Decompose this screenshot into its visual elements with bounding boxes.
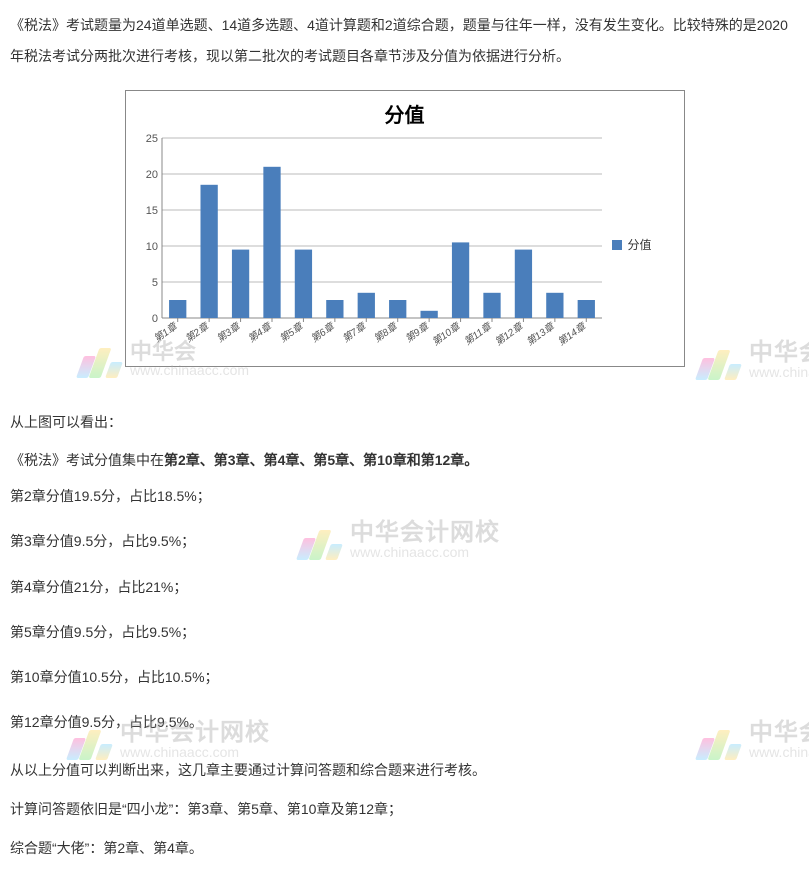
analysis-item-list: 第2章分值19.5分，占比18.5%； 第3章分值9.5分，占比9.5%； 第4章分… [10,484,799,735]
chart-bar [357,292,374,317]
analysis-item: 第12章分值9.5分，占比9.5%。 [10,710,799,735]
chart-x-label: 第2章 [183,320,212,345]
chart-bar [577,300,594,318]
chart-x-label: 第3章 [214,320,243,345]
svg-text:0: 0 [151,313,157,325]
chart-x-label: 第11章 [461,320,494,348]
chart-x-label: 第13章 [524,320,557,348]
chart-title: 分值 [126,91,684,132]
chart-bar [231,249,248,317]
chart-bar [200,184,217,317]
chart-x-label: 第8章 [371,320,400,345]
chart-x-label: 第10章 [429,320,462,348]
chart-bar [514,249,531,317]
chart-bar [169,300,186,318]
chart-x-label: 第7章 [340,320,369,345]
chart-bar [483,292,500,317]
analysis-focus: 《税法》考试分值集中在第2章、第3章、第4章、第5章、第10章和第12章。 [10,445,799,476]
chart-x-label: 第6章 [308,320,337,345]
chart-x-label: 第12章 [492,320,525,348]
chart-bar [326,300,343,318]
chart-bar [546,292,563,317]
analysis-focus-chapters: 第2章、第3章、第4章、第5章、第10章和第12章。 [164,452,478,468]
chart-bar [420,310,437,317]
chart-bar [389,300,406,318]
analysis-item: 第4章分值21分，占比21%； [10,575,799,600]
chart-x-label: 第5章 [277,320,306,345]
chart-x-label: 第4章 [245,320,274,345]
chart-x-label: 第14章 [555,320,588,348]
svg-text:10: 10 [145,241,157,253]
chart-bar [451,242,468,318]
svg-text:5: 5 [151,277,157,289]
analysis-conclusion: 从以上分值可以判断出来，这几章主要通过计算问答题和综合题来进行考核。 [10,755,799,786]
chart-x-label: 第9章 [403,320,432,345]
analysis-item: 第3章分值9.5分，占比9.5%； [10,529,799,554]
chart-bar [294,249,311,317]
chart-bar [263,166,280,317]
legend-label: 分值 [628,236,652,253]
svg-text:15: 15 [145,205,157,217]
analysis-lead: 从上图可以看出： [10,407,799,438]
svg-text:25: 25 [145,133,157,145]
analysis-item: 第10章分值10.5分，占比10.5%； [10,665,799,690]
watermark-text-cn: 中华会计网校 [749,340,809,365]
analysis-calc-line: 计算问答题依旧是“四小龙”：第3章、第5章、第10章及第12章； [10,794,799,825]
chart-plot: 0510152025第1章第2章第3章第4章第5章第6章第7章第8章第9章第10… [134,132,606,358]
chart-legend: 分值 [606,132,676,358]
analysis-item: 第2章分值19.5分，占比18.5%； [10,484,799,509]
legend-swatch [612,240,622,250]
svg-text:20: 20 [145,169,157,181]
analysis-comp-line: 综合题“大佬”：第2章、第4章。 [10,833,799,864]
intro-paragraph: 《税法》考试题量为24道单选题、14道多选题、4道计算题和2道综合题，题量与往年… [10,10,799,72]
analysis-focus-prefix: 《税法》考试分值集中在 [10,452,164,468]
watermark-logo: 中华会计网校 www.chinaacc.com [699,340,809,380]
score-chart: 分值 0510152025第1章第2章第3章第4章第5章第6章第7章第8章第9章… [125,90,685,367]
analysis-item: 第5章分值9.5分，占比9.5%； [10,620,799,645]
watermark-url: www.chinaacc.com [749,365,809,380]
